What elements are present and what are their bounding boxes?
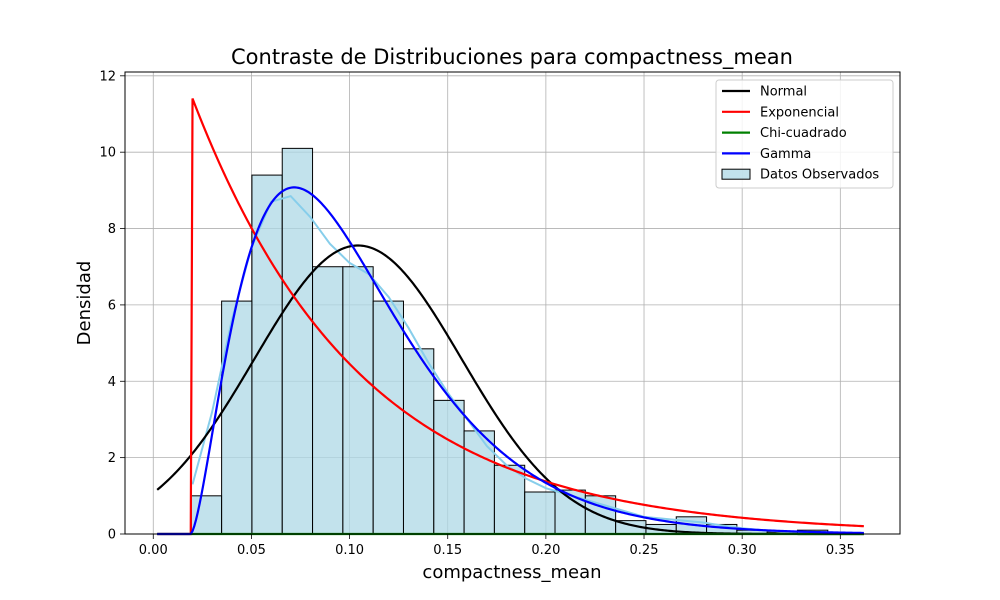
y-tick-label: 0 xyxy=(108,528,116,543)
histogram-bar xyxy=(221,300,253,535)
x-tick-label: 0.10 xyxy=(335,543,364,558)
plot-frame xyxy=(124,71,901,535)
y-tick-label: 12 xyxy=(99,69,116,84)
histogram-bar xyxy=(312,266,344,535)
x-tick-label: 0.30 xyxy=(728,543,757,558)
x-tick-label: 0.00 xyxy=(139,543,168,558)
histogram-bar xyxy=(554,489,586,535)
y-tick-label: 10 xyxy=(99,146,116,161)
histogram-bar xyxy=(190,495,223,535)
legend-label: Normal xyxy=(760,85,807,100)
histogram-bar xyxy=(524,491,556,535)
legend-patch xyxy=(721,168,751,180)
gamma-curve xyxy=(157,186,864,536)
legend-label: Chi-cuadrado xyxy=(760,126,847,141)
kde-line xyxy=(191,194,821,534)
chart-title: Contraste de Distribuciones para compact… xyxy=(231,45,793,70)
histogram-bar xyxy=(433,399,465,535)
histogram-bar xyxy=(402,348,435,535)
histogram-bar xyxy=(342,266,374,535)
legend-label: Datos Observados xyxy=(760,168,879,183)
histogram-bar xyxy=(372,300,404,535)
y-tick-label: 8 xyxy=(108,222,116,237)
x-tick-label: 0.15 xyxy=(433,543,462,558)
x-tick-label: 0.35 xyxy=(826,543,855,558)
y-axis-label: Densidad xyxy=(74,261,95,346)
exponencial-curve xyxy=(157,98,864,536)
histogram-bar xyxy=(281,147,314,535)
x-axis-ticks: 0.00 0.05 0.10 0.15 0.20 0.25 0.30 0.35 xyxy=(139,534,855,558)
legend-label: Gamma xyxy=(760,147,811,162)
y-tick-label: 2 xyxy=(108,451,116,466)
legend-label: Exponencial xyxy=(760,105,839,120)
x-tick-label: 0.25 xyxy=(630,543,659,558)
y-tick-label: 6 xyxy=(108,298,116,313)
x-axis-label: compactness_mean xyxy=(422,562,601,583)
x-tick-label: 0.20 xyxy=(531,543,560,558)
histogram-bar xyxy=(463,430,495,535)
y-axis-ticks: 0 2 4 6 8 10 12 xyxy=(99,69,125,543)
y-tick-label: 4 xyxy=(108,375,116,390)
legend: Normal Exponencial Chi-cuadrado Gamma Datos … xyxy=(715,79,894,189)
legend-box xyxy=(715,79,894,189)
x-tick-label: 0.05 xyxy=(237,543,266,558)
